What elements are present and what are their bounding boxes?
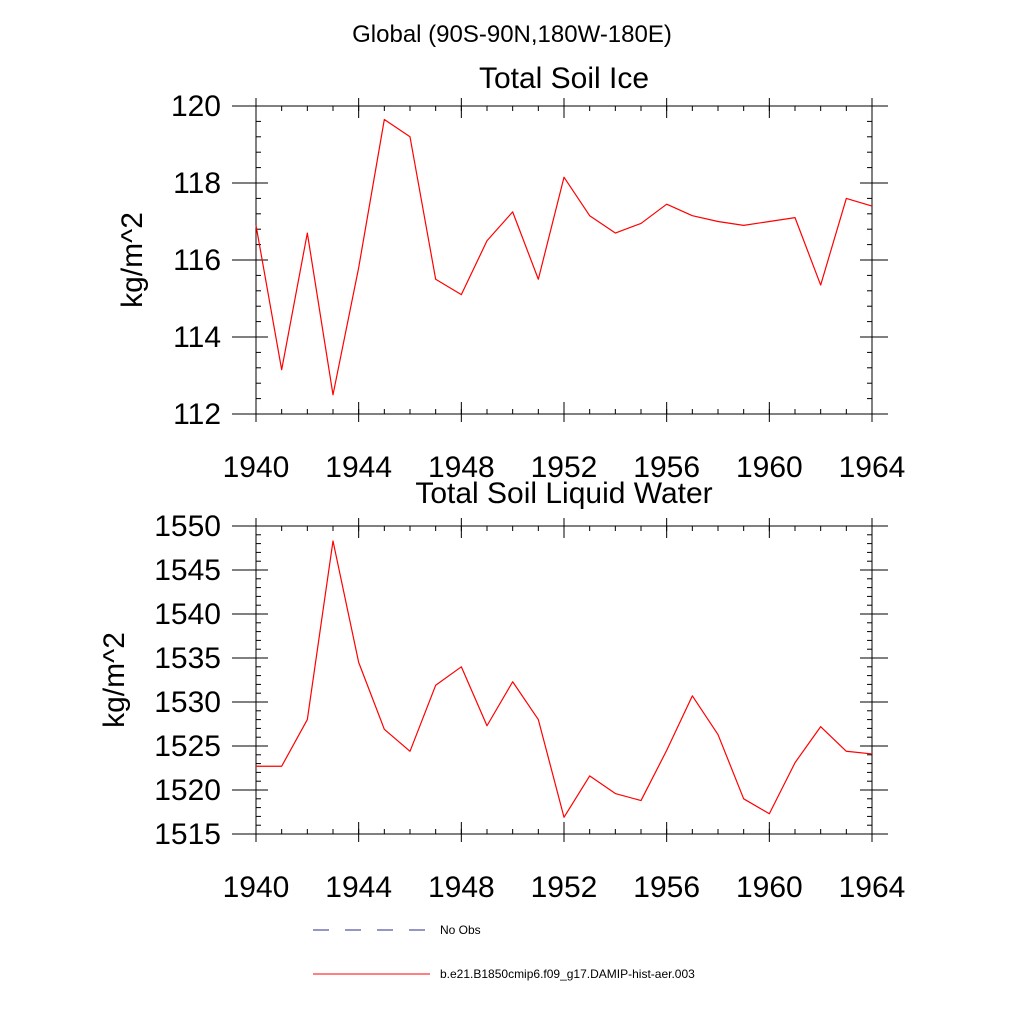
panel-total-soil-liquid-water: Total Soil Liquid Water kg/m^2 1940 1944 1… xyxy=(98,477,905,904)
y-tick-label: 1525 xyxy=(154,730,221,763)
y-tick-label: 1535 xyxy=(154,642,221,675)
panel-title: Total Soil Liquid Water xyxy=(415,477,712,510)
x-tick-label: 1964 xyxy=(839,871,906,904)
x-tick-label: 1952 xyxy=(531,451,598,484)
y-tick-label: 112 xyxy=(173,398,221,431)
plot-area: 1940 1944 1948 1952 1956 1960 1964 1515 1520 1525… xyxy=(154,510,905,904)
x-tick-label: 1940 xyxy=(223,451,290,484)
legend-entry-no-obs: No Obs xyxy=(313,923,481,937)
y-tick-label: 1550 xyxy=(154,510,221,543)
y-tick-label: 118 xyxy=(173,167,221,200)
y-tick-label: 1540 xyxy=(154,598,221,631)
y-axis-label: kg/m^2 xyxy=(98,632,131,728)
x-tick-label: 1948 xyxy=(428,451,495,484)
panel-total-soil-ice: Total Soil Ice kg/m^2 1940 1944 1948 1952 19… xyxy=(116,62,905,484)
plot-area: 1940 1944 1948 1952 1956 1960 1964 112 114 116 118… xyxy=(171,90,905,484)
plot-frame xyxy=(255,105,873,415)
y-tick-label: 120 xyxy=(171,90,221,123)
x-tick-label: 1960 xyxy=(736,451,803,484)
x-tick-label: 1956 xyxy=(633,451,700,484)
y-tick-label: 1520 xyxy=(154,774,221,807)
legend: No Obs b.e21.B1850cmip6.f09_g17.DAMIP-hi… xyxy=(313,923,695,981)
x-tick-label: 1964 xyxy=(839,451,906,484)
y-tick-label: 1515 xyxy=(154,818,221,851)
x-tick-label: 1944 xyxy=(325,871,392,904)
legend-label: No Obs xyxy=(440,923,481,937)
legend-label: b.e21.B1850cmip6.f09_g17.DAMIP-hist-aer.… xyxy=(440,967,695,981)
x-tick-label: 1960 xyxy=(736,871,803,904)
y-tick-label: 1545 xyxy=(154,554,221,587)
panel-title: Total Soil Ice xyxy=(479,62,649,95)
y-tick-label: 114 xyxy=(173,321,221,354)
x-tick-label: 1948 xyxy=(428,871,495,904)
plot-frame xyxy=(255,525,873,835)
series-line xyxy=(255,118,873,396)
figure-suptitle: Global (90S-90N,180W-180E) xyxy=(352,21,672,48)
y-tick-label: 1530 xyxy=(154,686,221,719)
x-tick-label: 1944 xyxy=(325,451,392,484)
legend-entry-model-run: b.e21.B1850cmip6.f09_g17.DAMIP-hist-aer.… xyxy=(313,967,695,981)
y-tick-label: 116 xyxy=(173,244,221,277)
x-tick-label: 1952 xyxy=(531,871,598,904)
series-line xyxy=(256,540,873,818)
x-tick-label: 1956 xyxy=(633,871,700,904)
x-tick-label: 1940 xyxy=(223,871,290,904)
y-axis-label: kg/m^2 xyxy=(116,212,149,308)
